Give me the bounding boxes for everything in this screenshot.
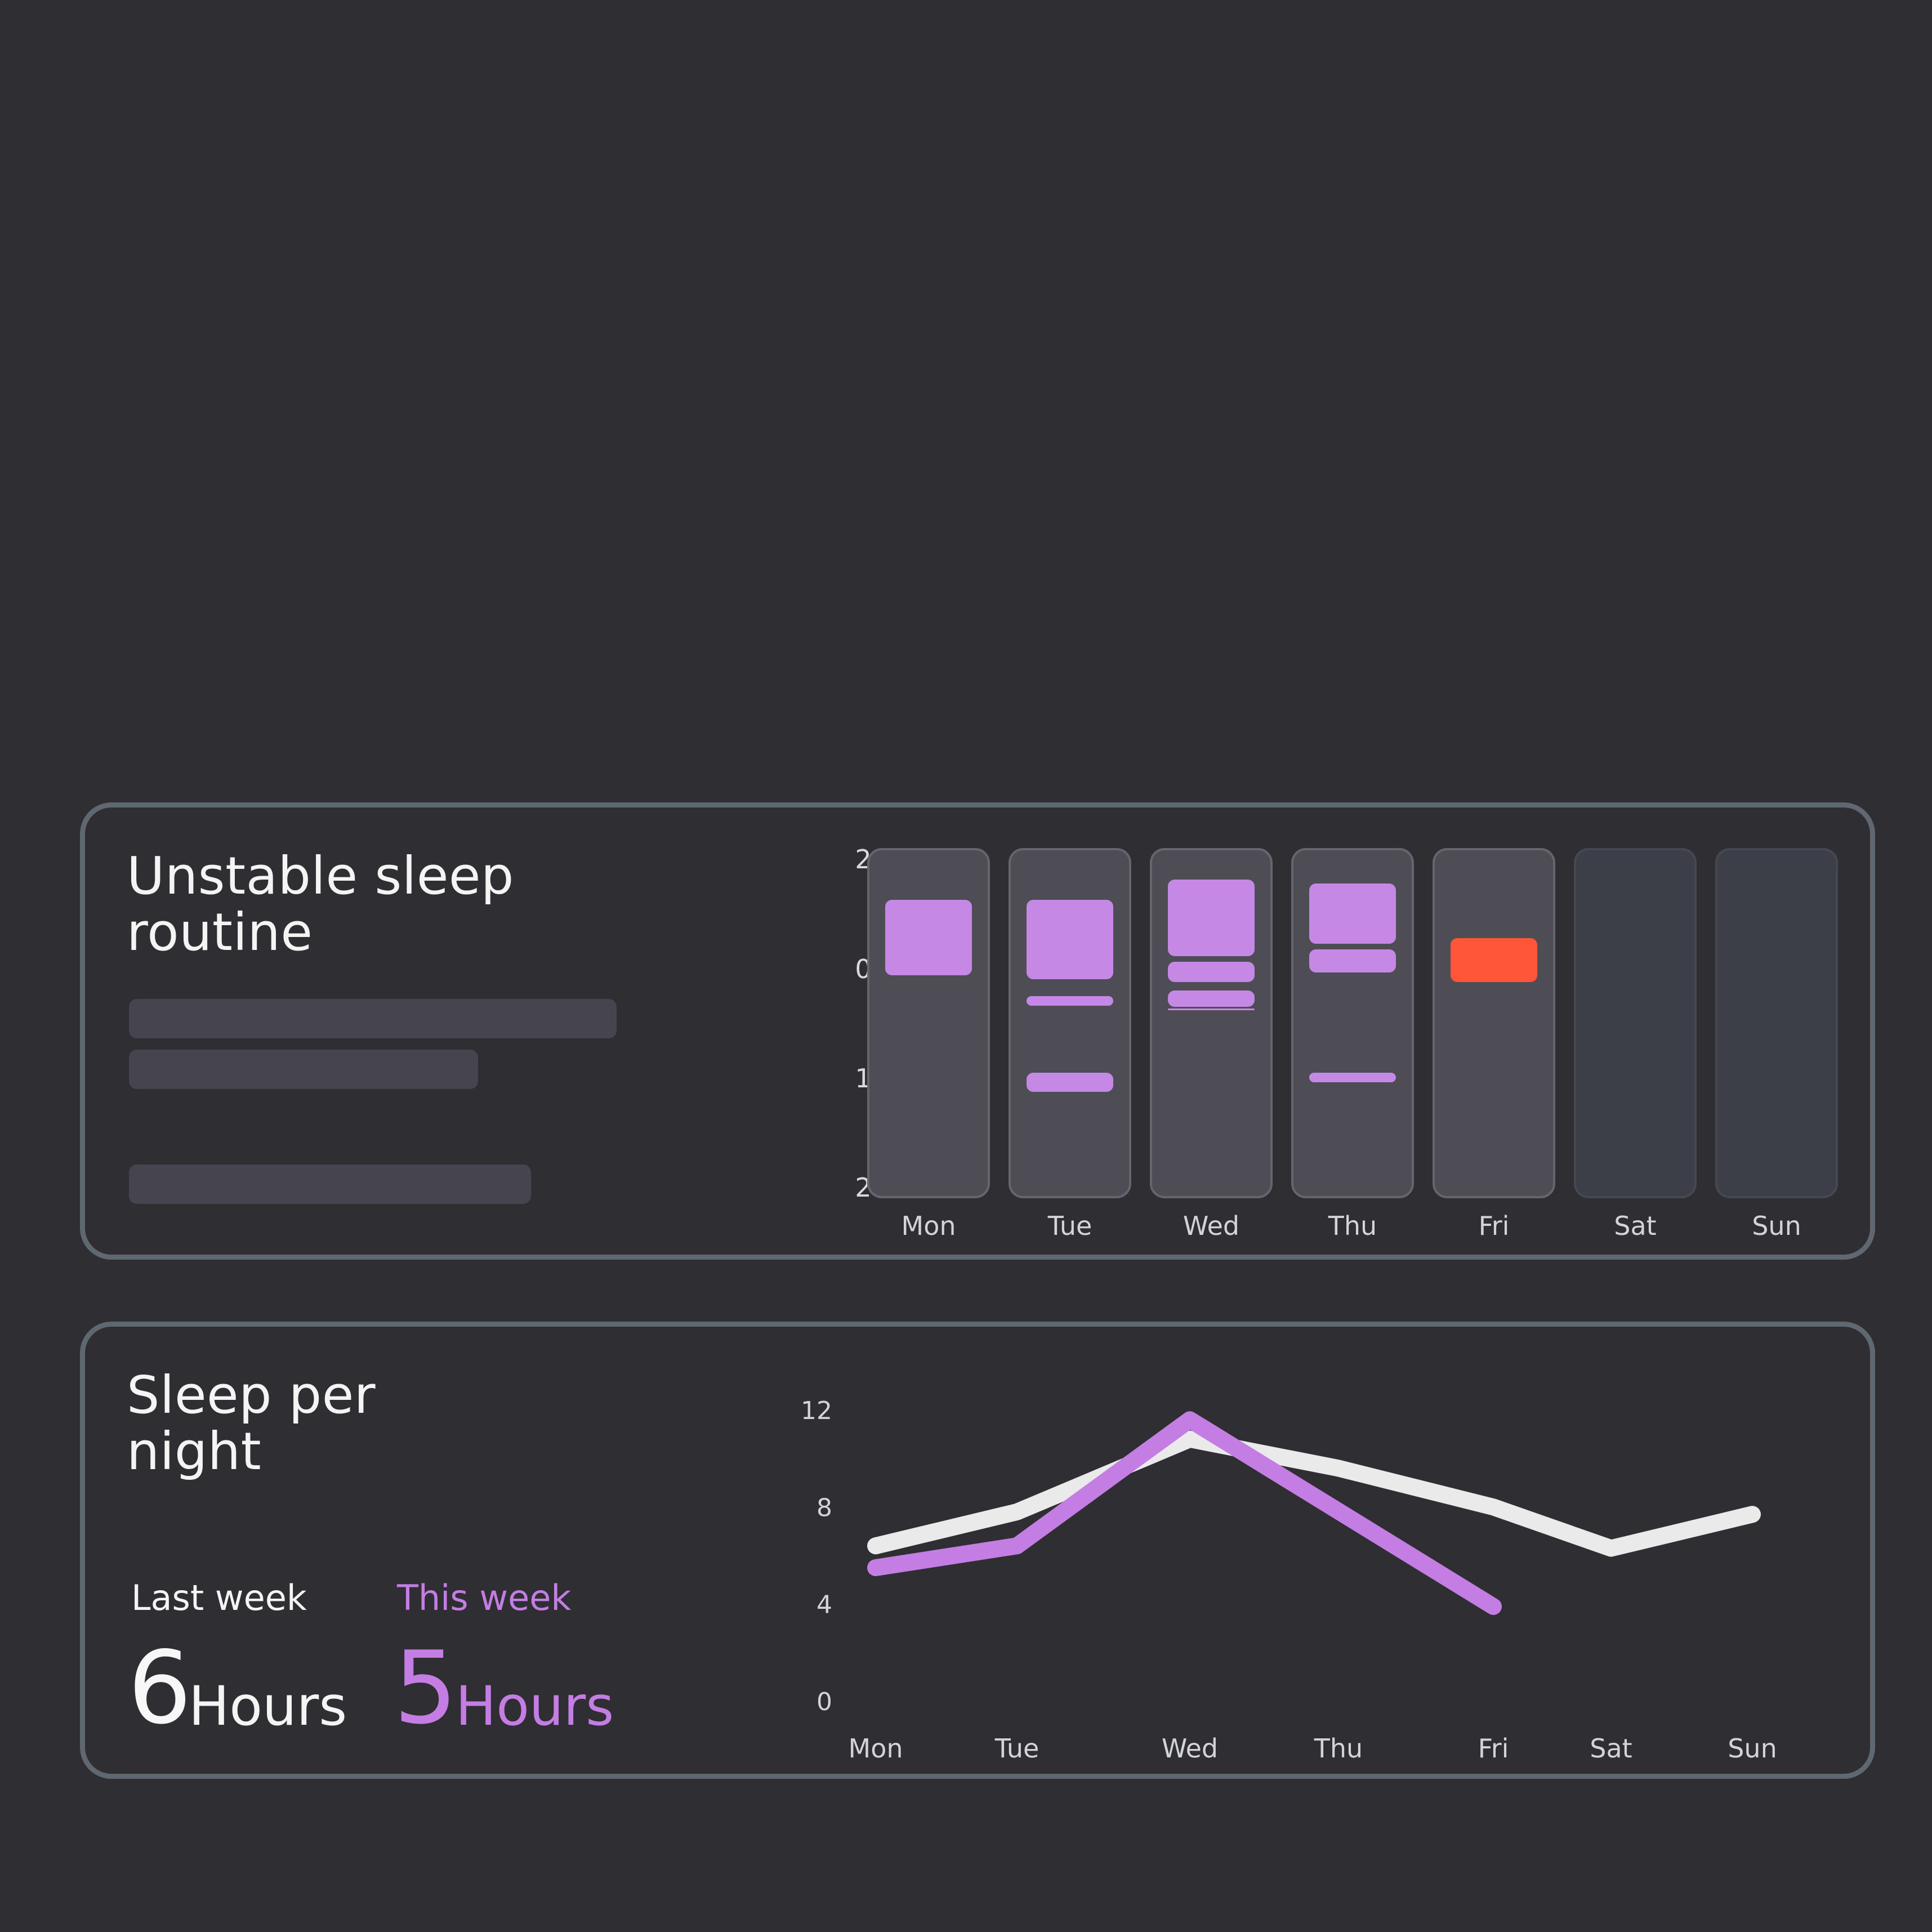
sleep-block <box>1027 996 1113 1006</box>
x-axis-label: Mon <box>901 1211 956 1241</box>
x-axis-label: Tue <box>1047 1211 1092 1241</box>
last-week-unit: Hours <box>189 1675 347 1738</box>
sleep-block <box>1309 949 1396 973</box>
day-column-mon <box>867 848 990 1198</box>
this-week-unit: Hours <box>456 1675 614 1738</box>
y-tick-label: 0 <box>816 1688 832 1716</box>
x-tick-label: Tue <box>994 1733 1039 1764</box>
day-column-sun <box>1715 848 1838 1198</box>
routine-card: Unstable sleep routine 20:00 04:00 12:00… <box>80 802 1875 1260</box>
day-column-tue <box>1009 848 1131 1198</box>
y-tick-label: 12 <box>801 1396 832 1425</box>
day-column-thu <box>1291 848 1414 1198</box>
text-placeholder <box>129 1050 478 1089</box>
sleep-line-chart: 0 4 8 12 Mon Tue Wed Thu Fri Sat Sun <box>801 1396 1777 1764</box>
last-week-value: 6 <box>128 1630 192 1746</box>
day-column-wed <box>1150 848 1273 1198</box>
y-tick-label: 8 <box>816 1493 832 1522</box>
text-placeholder <box>129 1164 531 1204</box>
sleep-block <box>1168 961 1255 983</box>
sleep-block <box>1168 879 1255 957</box>
y-tick-label: 4 <box>816 1591 832 1619</box>
x-axis-label: Sun <box>1752 1211 1801 1241</box>
sleep-block <box>1309 884 1396 944</box>
this-week-label: This week <box>397 1577 572 1618</box>
sleep-block <box>1309 1072 1396 1082</box>
x-axis-label: Sat <box>1614 1211 1657 1241</box>
x-axis-label: Fri <box>1478 1211 1510 1241</box>
this-week-value: 5 <box>394 1630 458 1746</box>
sleep-title: Sleep per night <box>127 1365 376 1482</box>
x-tick-label: Mon <box>849 1733 903 1764</box>
sleep-per-night-card: Sleep per night Last week 6 Hours This w… <box>80 1322 1875 1779</box>
x-tick-label: Thu <box>1314 1733 1363 1764</box>
day-column-fri <box>1433 848 1555 1198</box>
sleep-block <box>1168 990 1255 1007</box>
sleep-block <box>1027 900 1113 980</box>
alert-block <box>1451 938 1537 983</box>
x-tick-label: Fri <box>1478 1733 1509 1764</box>
sleep-block <box>885 900 972 976</box>
day-column-sat <box>1574 848 1697 1198</box>
x-tick-label: Sat <box>1590 1733 1632 1764</box>
sleep-block <box>1027 1072 1113 1092</box>
x-tick-label: Wed <box>1162 1733 1218 1764</box>
last-week-label: Last week <box>131 1577 307 1618</box>
x-axis-label: Thu <box>1328 1211 1377 1241</box>
x-tick-label: Sun <box>1728 1733 1777 1764</box>
routine-title: Unstable sleep routine <box>127 846 514 962</box>
text-placeholder <box>129 999 617 1038</box>
this-week-line <box>867 1411 1502 1615</box>
x-axis-label: Wed <box>1183 1211 1240 1241</box>
sleep-block <box>1168 1008 1255 1010</box>
